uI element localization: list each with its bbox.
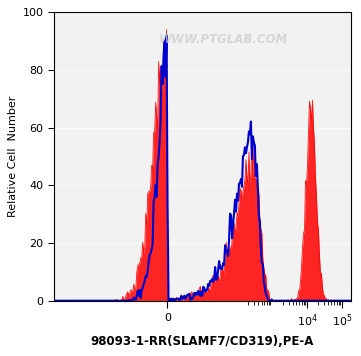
Y-axis label: Relative Cell  Number: Relative Cell Number (8, 96, 18, 217)
Text: WWW.PTGLAB.COM: WWW.PTGLAB.COM (158, 32, 288, 46)
X-axis label: 98093-1-RR(SLAMF7/CD319),PE-A: 98093-1-RR(SLAMF7/CD319),PE-A (91, 335, 314, 348)
